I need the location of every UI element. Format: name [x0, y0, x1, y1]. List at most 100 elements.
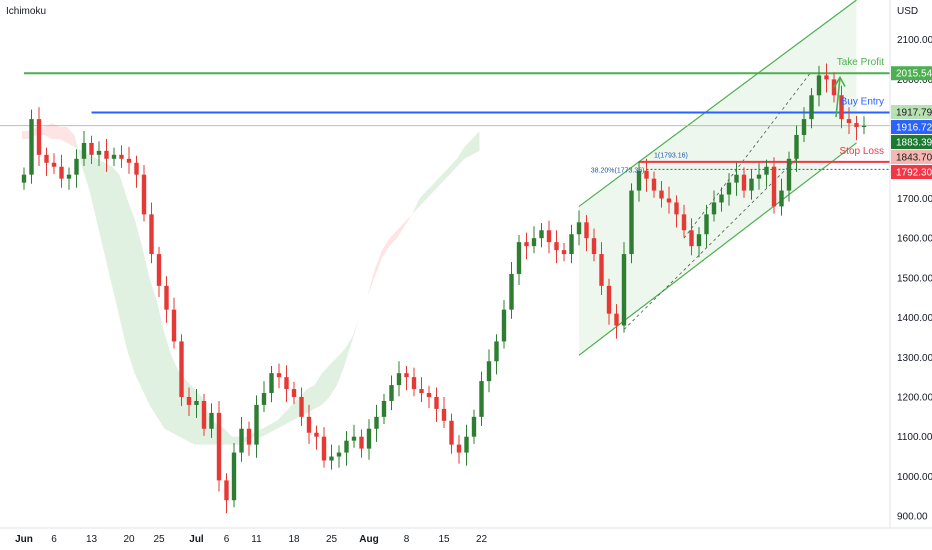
candle-body [599, 254, 604, 286]
candle-body [539, 230, 544, 239]
candles [21, 63, 867, 514]
level-price-badge [891, 66, 932, 81]
cloud-segment [232, 436, 240, 445]
candle-body [389, 385, 394, 401]
candle-body [854, 123, 859, 128]
candle-body [171, 309, 177, 342]
candle-body [711, 202, 717, 215]
cloud-segment [59, 127, 67, 143]
candle-body [659, 190, 664, 199]
cloud-segment [322, 365, 330, 405]
candle-body [726, 182, 732, 195]
cloud-segment [262, 424, 270, 437]
candle-body [261, 393, 267, 405]
candle-body [269, 373, 274, 394]
candle-body [314, 432, 319, 437]
candle-body [786, 158, 792, 191]
cloud-segment [284, 404, 292, 425]
candle-body [569, 234, 574, 255]
candle-body [276, 373, 282, 378]
x-tick-label: 8 [404, 534, 410, 545]
price-badge-label: 1883.39 [896, 138, 932, 149]
level-price-badge-label: 1916.72 [896, 123, 932, 134]
candle-body [119, 154, 124, 159]
cloud-segment [119, 174, 127, 350]
candle-body [561, 250, 567, 255]
cloud-segment [434, 174, 442, 191]
cloud-segment [389, 230, 397, 247]
candle-body [291, 389, 297, 397]
candle-body [471, 416, 477, 437]
candle-body [606, 285, 612, 314]
y-tick-label: 1400.00 [897, 313, 932, 324]
x-tick-label: Jun [15, 534, 33, 545]
candle-body [546, 230, 552, 243]
candle-body [449, 420, 454, 445]
level-price-badge [891, 165, 932, 180]
candle-body [734, 174, 739, 183]
y-tick-label: 1000.00 [897, 472, 932, 483]
annotations: Take Profit Buy Entry Stop Loss 1(1793.16) 3… [591, 57, 884, 174]
y-tick-label: 900.00 [897, 512, 928, 523]
x-tick-label: 6 [51, 534, 57, 545]
candle-body [756, 174, 762, 179]
candle-body [419, 389, 424, 394]
candle-body [134, 162, 139, 175]
candle-body [464, 436, 469, 453]
cloud-segment [337, 349, 345, 386]
cloud-segment [374, 250, 382, 278]
y-tick-label: 1200.00 [897, 392, 932, 403]
candle-body [554, 242, 559, 251]
candle-body [809, 95, 814, 120]
level-price-badge [891, 120, 932, 135]
y-tick-label: 1500.00 [897, 273, 932, 284]
candle-body [381, 400, 387, 417]
cloud-segment [352, 317, 360, 342]
cloud-segment [472, 131, 480, 155]
candle-body [816, 75, 822, 96]
x-tick-label: 6 [224, 534, 230, 545]
y-tick-label: 1700.00 [897, 194, 932, 205]
cloud-segment [457, 146, 465, 167]
price-badge-label: 1843.70 [896, 153, 932, 164]
candle-body [74, 158, 79, 175]
cloud-segment [74, 134, 82, 167]
cloud-segment [382, 238, 390, 259]
candle-body [374, 416, 379, 429]
candle-body [299, 396, 304, 417]
cloud-segment [397, 222, 405, 239]
y-tick-label: 2100.00 [897, 35, 932, 46]
candle-body [614, 313, 619, 326]
candle-body [674, 202, 679, 215]
price-channel [578, 0, 857, 356]
candle-body [861, 125, 867, 128]
candle-body [411, 377, 417, 390]
candle-body [779, 190, 784, 207]
candle-body [591, 238, 597, 255]
candle-body [636, 170, 642, 191]
candle-body [621, 254, 627, 326]
price-badge [891, 135, 932, 150]
candle-body [351, 436, 357, 441]
candle-body [666, 198, 672, 203]
x-tick-label: 13 [86, 534, 98, 545]
cloud-segment [449, 158, 457, 175]
candle-body [89, 142, 94, 155]
y-tick-label: 1100.00 [897, 432, 932, 443]
candle-body [321, 436, 327, 461]
candle-body [524, 242, 529, 247]
level-annotation: Buy Entry [841, 96, 884, 107]
cloud-segment [44, 123, 52, 139]
level-annotation: Take Profit [837, 57, 884, 68]
candle-body [696, 234, 702, 247]
level-price-badge-label: 2015.54 [896, 69, 932, 80]
candle-body [156, 254, 162, 286]
candle-body [66, 174, 72, 179]
cloud-segment [164, 333, 172, 433]
candle-body [516, 242, 522, 274]
candle-body [216, 412, 222, 481]
candle-body [479, 381, 484, 417]
candle-body [164, 285, 169, 310]
y-tick-label: 1600.00 [897, 234, 932, 245]
